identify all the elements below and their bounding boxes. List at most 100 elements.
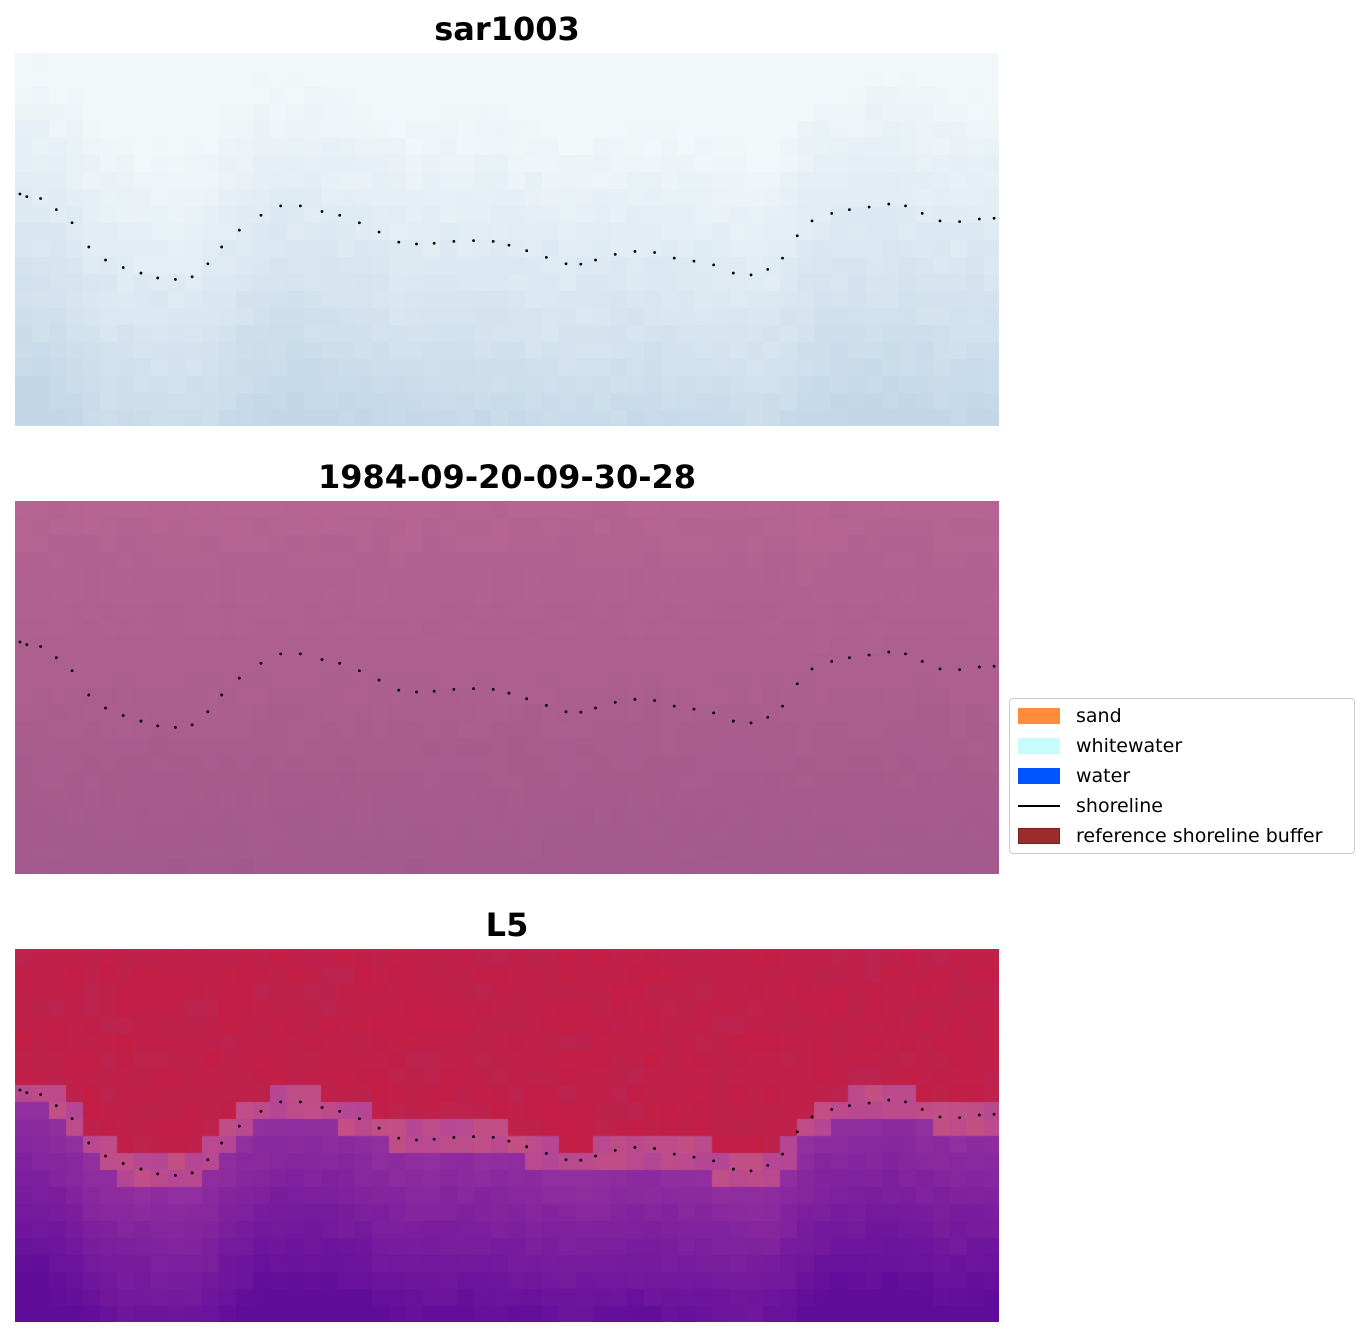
- legend-item-shoreline: shoreline: [1010, 794, 1354, 820]
- shoreline-point: [693, 260, 696, 263]
- shoreline-line-swatch: [1018, 805, 1060, 807]
- shoreline-point: [279, 205, 282, 208]
- shoreline-point: [206, 710, 209, 713]
- panel-title-date: 1984-09-20-09-30-28: [15, 459, 999, 495]
- shoreline-point: [978, 218, 981, 221]
- shoreline-point: [904, 205, 907, 208]
- shoreline-point: [156, 725, 159, 728]
- legend-label: shoreline: [1076, 794, 1163, 818]
- water-swatch: [1018, 768, 1060, 784]
- shoreline-point: [958, 668, 961, 671]
- shoreline-point: [452, 240, 455, 243]
- shoreline-point: [19, 641, 22, 644]
- shoreline-point: [378, 1127, 381, 1130]
- shoreline-point: [796, 1130, 799, 1133]
- shoreline-point: [565, 1158, 568, 1161]
- legend-item-whitewater: whitewater: [1010, 734, 1354, 760]
- shoreline-point: [397, 241, 400, 244]
- shoreline-point: [766, 268, 769, 271]
- shoreline-point: [653, 1147, 656, 1150]
- shoreline-point: [492, 240, 495, 243]
- shoreline-point: [433, 690, 436, 693]
- shoreline-point: [712, 263, 715, 266]
- shoreline-point: [811, 219, 814, 222]
- shoreline-point: [904, 653, 907, 656]
- shoreline-point: [811, 667, 814, 670]
- panel-title-sar: sar1003: [15, 11, 999, 47]
- shoreline-point: [220, 1142, 223, 1145]
- shoreline-point: [868, 206, 871, 209]
- shoreline-point: [904, 1101, 907, 1104]
- shoreline-point: [848, 1104, 851, 1107]
- shoreline-point: [978, 1114, 981, 1117]
- shoreline-point: [260, 214, 263, 217]
- shoreline-point: [71, 669, 74, 672]
- shoreline-point: [634, 698, 637, 701]
- shoreline-point: [39, 645, 42, 648]
- shoreline-point: [338, 214, 341, 217]
- panel-title-satellite: L5: [15, 907, 999, 943]
- shoreline-point: [614, 1149, 617, 1152]
- index-image-panel: [15, 949, 999, 1322]
- shoreline-point: [472, 1135, 475, 1138]
- shoreline-point: [712, 711, 715, 714]
- shoreline-point: [732, 272, 735, 275]
- shoreline-point: [71, 221, 74, 224]
- shoreline-point: [87, 694, 90, 697]
- shoreline-point: [415, 1139, 418, 1142]
- shoreline-point: [830, 1108, 833, 1111]
- shoreline-point: [174, 1174, 177, 1177]
- shoreline-point: [921, 1108, 924, 1111]
- shoreline-point: [732, 720, 735, 723]
- shoreline-point: [206, 1158, 209, 1161]
- shoreline-point: [766, 1164, 769, 1167]
- shoreline-point: [39, 1093, 42, 1096]
- shoreline-point: [921, 212, 924, 215]
- shoreline-point: [921, 660, 924, 663]
- shoreline-point: [939, 667, 942, 670]
- shoreline-point: [299, 653, 302, 656]
- shoreline-point: [545, 704, 548, 707]
- shoreline-point: [673, 1153, 676, 1156]
- shoreline-point: [452, 688, 455, 691]
- shoreline-point: [191, 723, 194, 726]
- shoreline-point: [55, 1104, 58, 1107]
- shoreline-point: [87, 246, 90, 249]
- shoreline-point: [104, 707, 107, 710]
- shoreline-point: [19, 193, 22, 196]
- shoreline-point: [492, 688, 495, 691]
- shoreline-point: [508, 244, 511, 247]
- shoreline-point: [492, 1136, 495, 1139]
- shoreline-point: [653, 251, 656, 254]
- shoreline-point: [220, 694, 223, 697]
- shoreline-point: [55, 208, 58, 211]
- shoreline-point: [140, 272, 143, 275]
- shoreline-point: [191, 275, 194, 278]
- shoreline-point: [397, 689, 400, 692]
- shoreline-point: [415, 243, 418, 246]
- shoreline-point: [614, 701, 617, 704]
- shoreline-point: [796, 234, 799, 237]
- legend: sand whitewater water shoreline referenc…: [1009, 698, 1355, 854]
- shoreline-point: [104, 1155, 107, 1158]
- shoreline-point: [338, 1110, 341, 1113]
- shoreline-point: [19, 1089, 22, 1092]
- shoreline-point: [122, 714, 125, 717]
- shoreline-point: [87, 1142, 90, 1145]
- shoreline-point: [958, 1116, 961, 1119]
- shoreline-point: [781, 1153, 784, 1156]
- shoreline-point: [279, 1101, 282, 1104]
- shoreline-point: [260, 662, 263, 665]
- shoreline-point: [868, 1102, 871, 1105]
- shoreline-overlay: [15, 53, 999, 426]
- shoreline-point: [299, 205, 302, 208]
- shoreline-point: [830, 212, 833, 215]
- shoreline-point: [594, 1155, 597, 1158]
- shoreline-point: [525, 697, 528, 700]
- shoreline-point: [452, 1136, 455, 1139]
- shoreline-point: [732, 1168, 735, 1171]
- shoreline-point: [321, 210, 324, 213]
- shoreline-overlay: [15, 501, 999, 874]
- shoreline-point: [39, 197, 42, 200]
- shoreline-point: [781, 705, 784, 708]
